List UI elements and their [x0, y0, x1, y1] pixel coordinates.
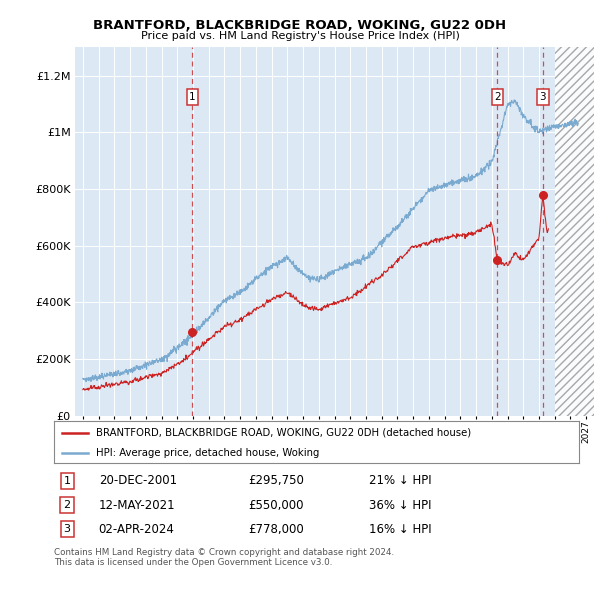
Text: 36% ↓ HPI: 36% ↓ HPI [369, 499, 431, 512]
Text: Price paid vs. HM Land Registry's House Price Index (HPI): Price paid vs. HM Land Registry's House … [140, 31, 460, 41]
Text: 1: 1 [189, 92, 196, 102]
Text: 02-APR-2024: 02-APR-2024 [98, 523, 175, 536]
Text: 21% ↓ HPI: 21% ↓ HPI [369, 474, 431, 487]
Text: £295,750: £295,750 [248, 474, 304, 487]
Text: BRANTFORD, BLACKBRIDGE ROAD, WOKING, GU22 0DH (detached house): BRANTFORD, BLACKBRIDGE ROAD, WOKING, GU2… [96, 428, 471, 438]
Text: Contains HM Land Registry data © Crown copyright and database right 2024.
This d: Contains HM Land Registry data © Crown c… [54, 548, 394, 567]
Text: BRANTFORD, BLACKBRIDGE ROAD, WOKING, GU22 0DH: BRANTFORD, BLACKBRIDGE ROAD, WOKING, GU2… [94, 19, 506, 32]
Text: £550,000: £550,000 [248, 499, 304, 512]
Text: 12-MAY-2021: 12-MAY-2021 [98, 499, 175, 512]
Text: HPI: Average price, detached house, Woking: HPI: Average price, detached house, Woki… [96, 448, 319, 457]
Text: 2: 2 [494, 92, 501, 102]
Text: 16% ↓ HPI: 16% ↓ HPI [369, 523, 431, 536]
Text: 2: 2 [64, 500, 71, 510]
Text: 3: 3 [64, 524, 71, 534]
Text: 1: 1 [64, 476, 71, 486]
Text: 3: 3 [539, 92, 546, 102]
Text: £778,000: £778,000 [248, 523, 304, 536]
Text: 20-DEC-2001: 20-DEC-2001 [98, 474, 177, 487]
Bar [554, 47, 594, 416]
